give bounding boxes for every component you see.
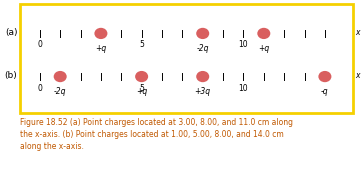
Text: +q: +q: [95, 44, 106, 53]
Circle shape: [196, 71, 209, 82]
Text: (b): (b): [5, 71, 17, 80]
Text: 0: 0: [37, 40, 42, 49]
Circle shape: [257, 28, 270, 39]
Text: 0: 0: [37, 84, 42, 93]
Text: (a): (a): [5, 28, 17, 37]
Text: -q: -q: [321, 87, 329, 96]
Bar: [20, 4, 353, 113]
Circle shape: [94, 28, 108, 39]
Text: Figure 18.52 (a) Point charges located at 3.00, 8.00, and 11.0 cm along
the x-ax: Figure 18.52 (a) Point charges located a…: [20, 118, 293, 151]
Text: x (cm): x (cm): [355, 28, 362, 37]
Text: -2q: -2q: [54, 87, 67, 96]
Text: 5: 5: [139, 40, 144, 49]
Text: 5: 5: [139, 84, 144, 93]
Circle shape: [54, 71, 67, 82]
Text: +q: +q: [258, 44, 269, 53]
Text: 10: 10: [239, 84, 248, 93]
Text: +3q: +3q: [195, 87, 211, 96]
Text: -2q: -2q: [197, 44, 209, 53]
Text: 10: 10: [239, 40, 248, 49]
Text: +q: +q: [136, 87, 147, 96]
Circle shape: [135, 71, 148, 82]
Circle shape: [318, 71, 331, 82]
Circle shape: [196, 28, 209, 39]
Text: x (cm): x (cm): [355, 71, 362, 80]
